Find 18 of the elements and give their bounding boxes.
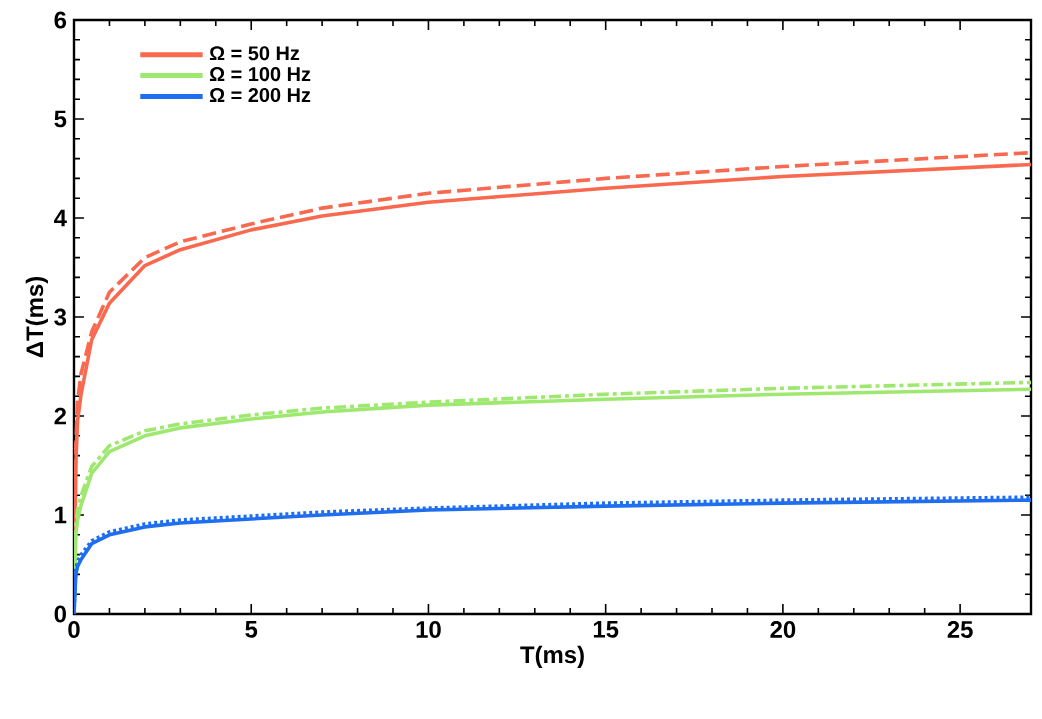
y-tick-label: 2 bbox=[54, 407, 67, 425]
x-tick-label: 0 bbox=[68, 621, 80, 638]
legend-label: Ω = 200 Hz bbox=[209, 87, 311, 103]
x-axis-title: T(ms) bbox=[520, 645, 584, 668]
legend-label: Ω = 50 Hz bbox=[209, 46, 300, 61]
x-tick-label: 20 bbox=[770, 621, 796, 638]
y-tick-label: 6 bbox=[54, 11, 67, 29]
y-tick-label: 0 bbox=[54, 605, 66, 623]
x-tick-label: 15 bbox=[593, 621, 619, 638]
x-tick-label: 10 bbox=[416, 621, 441, 638]
y-axis-title: ΔT(ms) bbox=[25, 277, 48, 358]
x-tick-label: 25 bbox=[947, 621, 973, 638]
legend-label: Ω = 100 Hz bbox=[209, 67, 311, 82]
x-tick-label: 5 bbox=[245, 621, 258, 638]
y-tick-label: 3 bbox=[54, 308, 67, 326]
y-tick-label: 4 bbox=[54, 209, 67, 227]
y-tick-label: 5 bbox=[54, 110, 67, 128]
y-tick-label: 1 bbox=[55, 506, 67, 524]
